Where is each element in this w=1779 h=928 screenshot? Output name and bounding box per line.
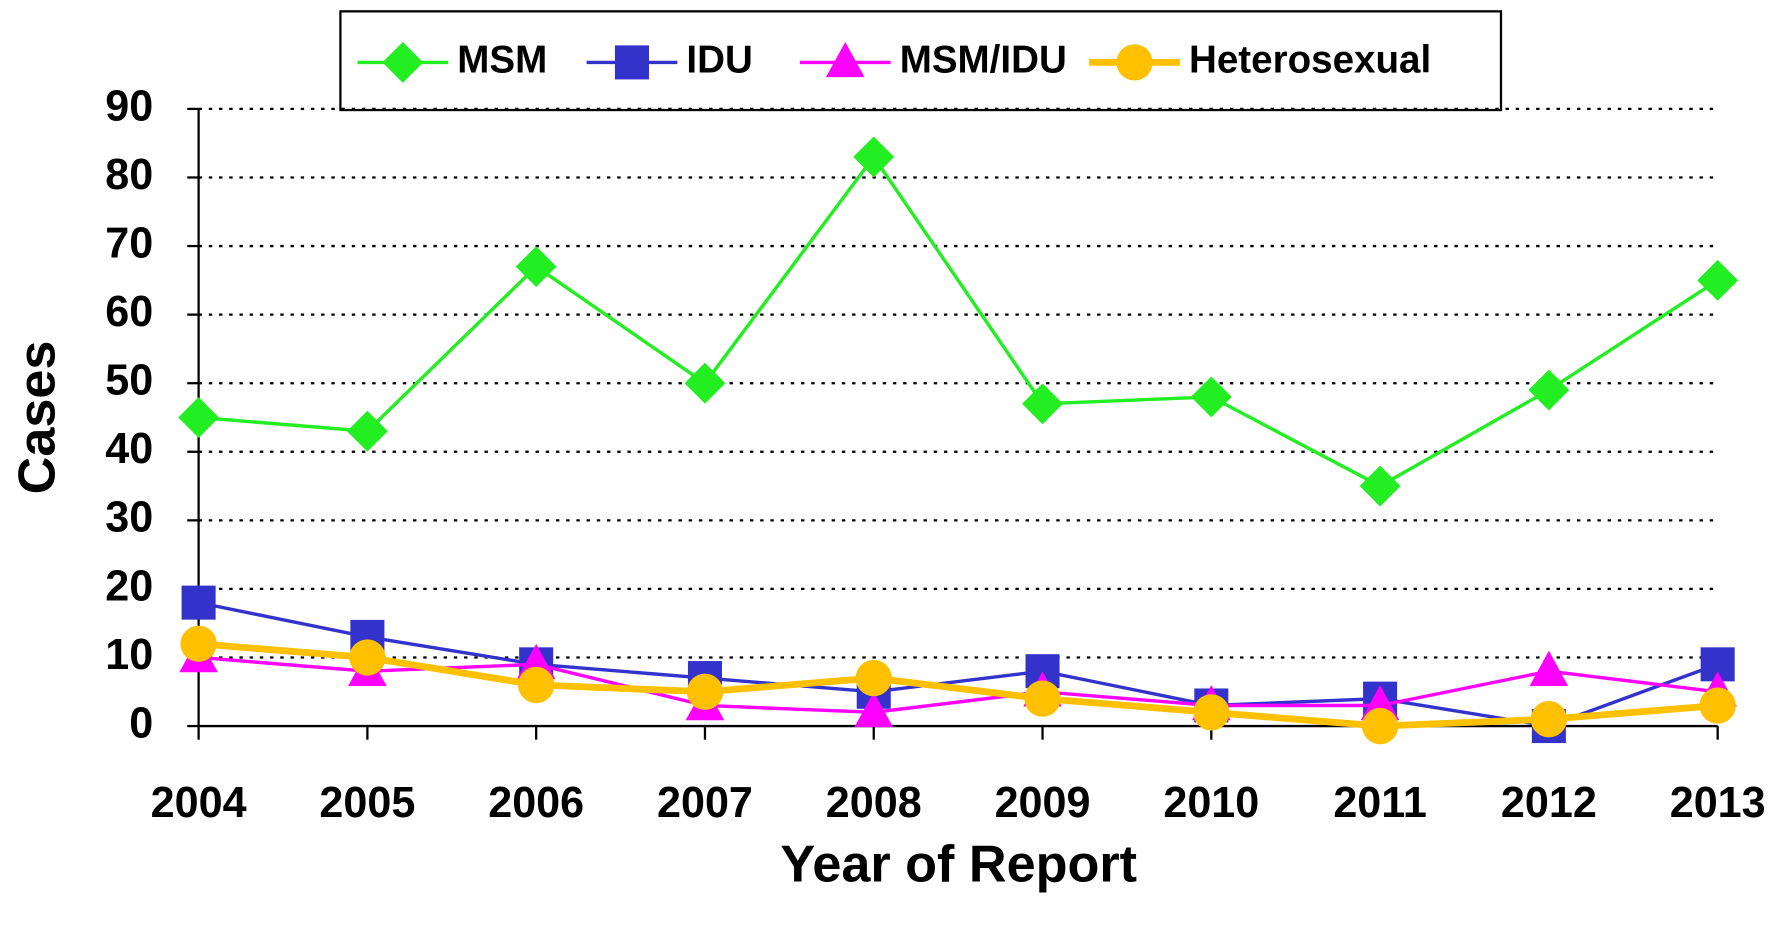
legend-label: IDU <box>686 39 752 82</box>
x-tick-label: 2009 <box>995 779 1091 827</box>
legend-marker <box>1116 44 1153 81</box>
marker <box>346 410 388 452</box>
marker <box>853 136 895 178</box>
marker <box>181 585 216 620</box>
y-tick-label: 10 <box>105 631 153 679</box>
marker <box>1361 707 1399 745</box>
legend-marker <box>825 41 865 78</box>
marker <box>684 362 726 404</box>
marker <box>1529 650 1569 686</box>
y-tick-label: 60 <box>105 288 153 336</box>
marker <box>1190 376 1232 418</box>
marker <box>515 246 557 288</box>
marker <box>1193 694 1230 731</box>
x-tick-label: 2010 <box>1163 779 1259 827</box>
x-tick-label: 2005 <box>319 779 415 827</box>
series-line <box>198 640 1718 730</box>
y-tick-label: 80 <box>105 151 153 199</box>
y-tick-label: 70 <box>105 219 153 267</box>
marker <box>1530 701 1568 738</box>
legend-label: MSM <box>457 39 547 82</box>
legend-marker <box>614 45 649 80</box>
y-tick-label: 20 <box>105 562 153 610</box>
y-tick-label: 40 <box>105 425 153 473</box>
x-tick-label: 2013 <box>1670 779 1766 827</box>
marker <box>855 659 892 697</box>
x-tick-label: 2007 <box>657 779 753 827</box>
y-tick-label: 30 <box>105 494 153 542</box>
marker <box>1528 369 1570 411</box>
x-tick-label: 2004 <box>151 779 247 827</box>
marker <box>686 673 724 710</box>
legend-box <box>339 10 1503 112</box>
marker <box>1024 680 1061 717</box>
marker <box>349 639 386 676</box>
y-tick-label: 90 <box>105 82 153 130</box>
legend-label: Heterosexual <box>1189 39 1431 82</box>
marker <box>1697 259 1739 301</box>
y-tick-label: 0 <box>129 699 153 747</box>
marker <box>1022 383 1063 425</box>
marker <box>180 625 217 662</box>
marker <box>178 397 220 438</box>
marker <box>854 691 894 728</box>
marker <box>1699 687 1736 724</box>
legend-label: MSM/IDU <box>900 39 1067 82</box>
x-tick-label: 2011 <box>1333 779 1427 827</box>
y-tick-label: 50 <box>105 357 153 405</box>
series-line <box>198 600 1719 728</box>
x-tick-label: 2012 <box>1501 779 1597 827</box>
x-axis-title: Year of Report <box>780 836 1137 894</box>
x-tick-label: 2008 <box>826 779 922 827</box>
x-tick-label: 2006 <box>488 779 584 827</box>
series-line <box>198 153 1719 488</box>
marker <box>1359 465 1401 507</box>
marker <box>518 666 555 704</box>
y-axis-title: Cases <box>9 341 67 495</box>
